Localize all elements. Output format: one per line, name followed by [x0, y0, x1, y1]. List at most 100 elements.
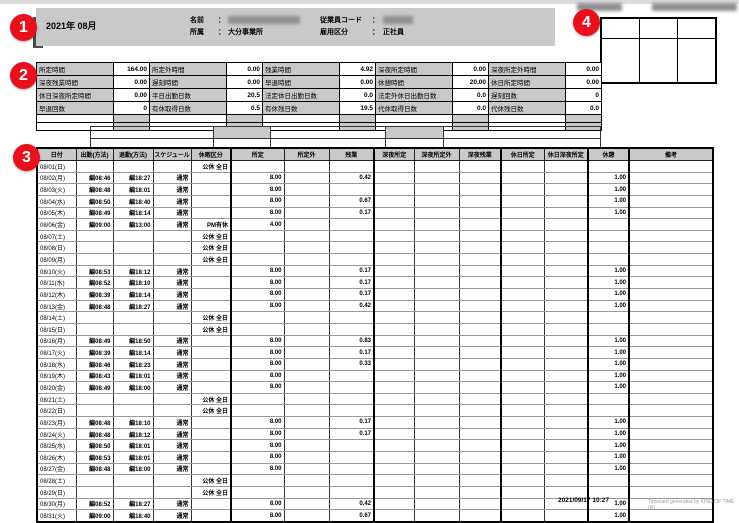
night-overtime-cell: [458, 369, 502, 383]
leave-type-cell: 公休 全日: [190, 160, 232, 173]
schedule-cell: 通常: [152, 264, 192, 278]
remarks-cell: [628, 346, 714, 359]
break-cell: 1.00: [587, 509, 630, 523]
summary-table: 所定時間 164.00 所定外時間 0.00 残業時間 4.92 深夜所定時間 0.00 深夜所…: [36, 62, 602, 131]
night-overtime-cell: [458, 276, 502, 290]
department-colon: ：: [218, 29, 225, 36]
holiday-scheduled-cell: [500, 206, 545, 220]
schedule-cell: 通常: [152, 381, 192, 394]
table-row: 08/28(土) 公休 全日: [36, 474, 714, 487]
leave-type-cell: [190, 497, 232, 511]
holiday-scheduled-cell: [500, 404, 545, 418]
night-scheduled-cell: [373, 357, 415, 371]
clock-out-cell: [112, 485, 154, 499]
night-scheduled-cell: [373, 183, 415, 196]
schedule-cell: [152, 311, 192, 324]
night-non-scheduled-cell: [413, 160, 460, 173]
summary-item-value: 0.00: [226, 62, 263, 76]
timesheet-column-header: 休日深夜所定: [543, 147, 589, 161]
window-chrome-strip: [0, 0, 739, 4]
summary-item-label: 休憩時間: [375, 75, 453, 89]
holiday-scheduled-cell: [500, 183, 545, 196]
table-row: 08/31(火) 編09:00 編18:40 通常 8.00 0.67 1.00: [36, 509, 714, 523]
holiday-scheduled-cell: [500, 322, 545, 336]
annotation-marker-2: 2: [10, 62, 37, 89]
remarks-cell: [628, 369, 714, 383]
scheduled-hours-cell: 8.00: [230, 439, 285, 453]
schedule-cell: [152, 241, 192, 255]
date-cell: 08/05(木): [36, 206, 77, 220]
schedule-cell: 通常: [152, 357, 192, 371]
clock-out-cell: 編18:27: [112, 299, 154, 313]
clock-out-cell: 編18:10: [112, 276, 154, 290]
stamp-header-cell: [677, 17, 717, 39]
clock-in-cell: [75, 404, 114, 418]
night-overtime-cell: [458, 357, 502, 371]
night-scheduled-cell: [373, 194, 415, 208]
holiday-night-scheduled-cell: [543, 183, 589, 196]
night-scheduled-cell: [373, 497, 415, 511]
scheduled-hours-cell: [230, 322, 285, 336]
summary-item-value: 0: [565, 88, 602, 102]
leave-type-cell: 公休 全日: [190, 241, 232, 255]
clock-in-cell: 編08:48: [75, 462, 114, 476]
holiday-night-scheduled-cell: [543, 381, 589, 394]
night-non-scheduled-cell: [413, 299, 460, 313]
scheduled-hours-cell: [230, 241, 285, 255]
night-non-scheduled-cell: [413, 485, 460, 499]
name-colon: ：: [218, 17, 225, 24]
summary-item-value: 0.00: [565, 75, 602, 89]
break-cell: 1.00: [587, 194, 630, 208]
summary-item-value: 4.92: [339, 62, 376, 76]
schedule-cell: 通常: [152, 439, 192, 453]
remarks-cell: [628, 334, 714, 348]
night-scheduled-cell: [373, 346, 415, 359]
holiday-scheduled-cell: [500, 311, 545, 324]
night-overtime-cell: [458, 171, 502, 185]
night-scheduled-cell: [373, 451, 415, 464]
holiday-scheduled-cell: [500, 381, 545, 394]
non-scheduled-hours-cell: [283, 451, 330, 464]
night-overtime-cell: [458, 241, 502, 255]
clock-in-cell: [75, 160, 114, 173]
night-scheduled-cell: [373, 241, 415, 255]
night-scheduled-cell: [373, 439, 415, 453]
holiday-scheduled-cell: [500, 369, 545, 383]
table-row: 08/18(水) 編08:46 編18:23 通常 8.00 0.33 1.00: [36, 357, 714, 371]
schedule-cell: [152, 485, 192, 499]
holiday-scheduled-cell: [500, 346, 545, 359]
holiday-scheduled-cell: [500, 264, 545, 278]
scheduled-hours-cell: 8.00: [230, 276, 285, 290]
night-non-scheduled-cell: [413, 229, 460, 243]
leave-type-cell: 公休 全日: [190, 485, 232, 499]
leave-type-cell: [190, 194, 232, 208]
night-scheduled-cell: [373, 171, 415, 185]
non-scheduled-hours-cell: [283, 171, 330, 185]
schedule-cell: [152, 404, 192, 418]
non-scheduled-hours-cell: [283, 194, 330, 208]
non-scheduled-hours-cell: [283, 392, 330, 406]
remarks-cell: [628, 451, 714, 464]
period-label: 2021年 08月: [46, 21, 97, 31]
timesheet-column-header: 退勤(方法): [112, 147, 154, 161]
break-cell: 1.00: [587, 288, 630, 301]
night-overtime-cell: [458, 288, 502, 301]
clock-out-cell: 編18:01: [112, 183, 154, 196]
table-row: 08/03(火) 編08:48 編18:01 通常 8.00 1.00: [36, 183, 714, 196]
overtime-cell: [328, 183, 375, 196]
remarks-cell: [628, 276, 714, 290]
scheduled-hours-cell: [230, 253, 285, 266]
table-row: 08/29(日) 公休 全日: [36, 485, 714, 499]
remarks-cell: [628, 160, 714, 173]
table-row: 08/26(木) 編08:53 編18:01 通常 8.00 1.00: [36, 451, 714, 464]
clock-out-cell: 編18:27: [112, 171, 154, 185]
non-scheduled-hours-cell: [283, 485, 330, 499]
leave-type-cell: [190, 276, 232, 290]
holiday-night-scheduled-cell: [543, 451, 589, 464]
clock-in-cell: 編08:49: [75, 206, 114, 220]
clock-out-cell: [112, 253, 154, 266]
summary-item-value: 0.00: [452, 62, 489, 76]
clock-out-cell: [112, 229, 154, 243]
scheduled-hours-cell: 8.00: [230, 171, 285, 185]
overtime-cell: 0.42: [328, 171, 375, 185]
